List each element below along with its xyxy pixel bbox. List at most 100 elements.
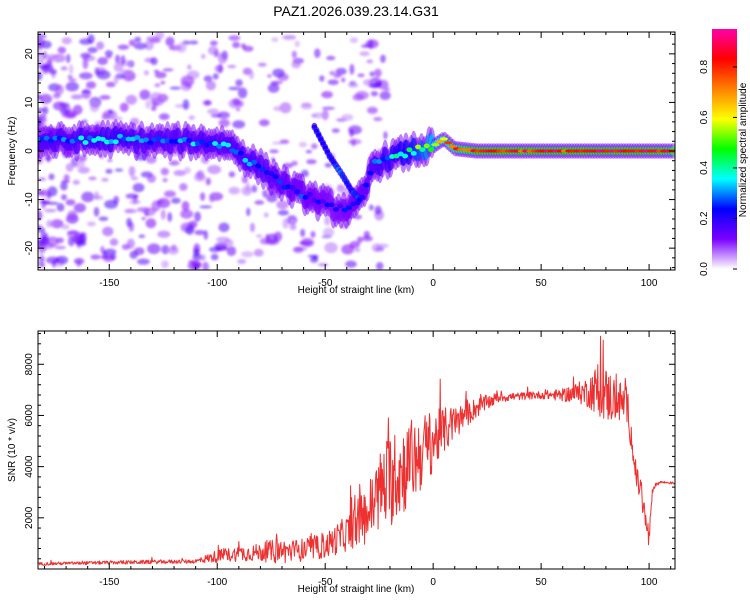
snr-line bbox=[38, 335, 675, 566]
noise-blob bbox=[133, 247, 145, 256]
ridge-core bbox=[307, 191, 314, 197]
ridge-core bbox=[272, 174, 279, 180]
noise-blob bbox=[192, 264, 200, 270]
ridge-core bbox=[415, 144, 422, 150]
noise-blob bbox=[146, 36, 160, 42]
noise-blob bbox=[232, 98, 241, 106]
ridge-core bbox=[155, 136, 162, 141]
noise-blob bbox=[125, 94, 137, 105]
noise-blob bbox=[187, 64, 192, 70]
figure-title: PAZ1.2026.039.23.14.G31 bbox=[273, 3, 439, 19]
noise-blob bbox=[134, 36, 142, 43]
noise-blob bbox=[310, 230, 316, 238]
noise-blob bbox=[71, 160, 86, 168]
ridge-core bbox=[448, 145, 457, 149]
ridge-core bbox=[324, 202, 331, 208]
spectrogram-heatmap bbox=[38, 32, 675, 270]
noise-blob bbox=[212, 73, 219, 80]
snr-y-label: SNR (10 * v/v) bbox=[7, 418, 18, 482]
noise-blob bbox=[94, 191, 99, 200]
noise-blob bbox=[61, 37, 72, 45]
noise-blob bbox=[228, 35, 241, 41]
colorbar: 0.0 0.2 0.4 0.6 0.8 Normalized spectral ampl… bbox=[699, 29, 749, 276]
noise-blob bbox=[39, 200, 51, 204]
noise-blob bbox=[251, 185, 258, 193]
colorbar-tick-label: 0.4 bbox=[699, 161, 710, 175]
noise-blob bbox=[146, 174, 156, 183]
noise-blob bbox=[161, 260, 169, 269]
ridge-core bbox=[43, 135, 50, 141]
ridge-core bbox=[168, 138, 175, 144]
noise-blob bbox=[38, 71, 43, 81]
noise-blob bbox=[291, 60, 301, 69]
noise-blob bbox=[104, 50, 113, 57]
noise-blob bbox=[100, 245, 105, 254]
noise-blob bbox=[349, 63, 355, 75]
noise-blob bbox=[237, 87, 248, 99]
noise-blob bbox=[317, 262, 329, 267]
snr-x-label: Height of straight line (km) bbox=[298, 584, 415, 595]
noise-blob bbox=[345, 260, 357, 268]
noise-blob bbox=[60, 194, 68, 201]
ridge-core bbox=[435, 140, 444, 144]
noise-blob bbox=[101, 177, 109, 182]
x-tick-label: -150 bbox=[99, 278, 119, 289]
noise-blob bbox=[232, 120, 246, 129]
ridge-core bbox=[65, 138, 72, 144]
noise-blob bbox=[103, 248, 117, 256]
noise-blob bbox=[202, 261, 209, 270]
noise-blob bbox=[138, 234, 146, 239]
noise-blob bbox=[199, 205, 212, 209]
noise-blob bbox=[185, 225, 194, 235]
y-tick-label: 0 bbox=[24, 148, 35, 154]
noise-blob bbox=[130, 176, 139, 181]
noise-blob bbox=[327, 79, 339, 86]
noise-blob bbox=[167, 212, 173, 222]
noise-blob bbox=[262, 189, 268, 198]
noise-blob bbox=[205, 177, 211, 186]
ridge-core bbox=[410, 150, 417, 156]
noise-blob bbox=[136, 258, 150, 265]
ridge-core bbox=[190, 141, 197, 147]
ridge-core bbox=[255, 163, 262, 169]
noise-blob bbox=[182, 99, 190, 111]
noise-blob bbox=[38, 189, 52, 197]
noise-blob bbox=[227, 65, 237, 69]
noise-blob bbox=[210, 113, 222, 118]
noise-blob bbox=[50, 219, 64, 229]
noise-blob bbox=[300, 228, 306, 238]
noise-blob bbox=[147, 243, 161, 255]
noise-blob bbox=[55, 255, 69, 265]
noise-blob bbox=[273, 106, 282, 112]
noise-blob bbox=[65, 53, 71, 64]
noise-blob bbox=[94, 67, 100, 76]
noise-blob bbox=[99, 95, 111, 100]
noise-blob bbox=[62, 112, 77, 119]
noise-blob bbox=[253, 248, 264, 257]
noise-blob bbox=[171, 197, 181, 204]
noise-blob bbox=[150, 105, 157, 111]
snr-plot-area bbox=[38, 335, 675, 566]
noise-blob bbox=[52, 101, 66, 111]
x-tick-label: -50 bbox=[318, 278, 333, 289]
noise-blob bbox=[43, 208, 57, 213]
noise-blob bbox=[113, 74, 119, 84]
noise-blob bbox=[158, 113, 170, 121]
ridge-core bbox=[294, 189, 301, 195]
noise-blob bbox=[321, 91, 333, 99]
x-tick-label: -100 bbox=[207, 577, 227, 588]
noise-blob bbox=[237, 258, 247, 265]
noise-blob bbox=[341, 114, 354, 121]
noise-blob bbox=[144, 39, 154, 51]
snr-axes: -150 -100 -50 0 50 100 2000 4000 6000 8000 bbox=[24, 331, 675, 588]
ridge-core bbox=[439, 137, 448, 141]
noise-blob bbox=[306, 159, 317, 165]
noise-blob bbox=[48, 173, 55, 181]
y-tick-label: 6000 bbox=[24, 404, 35, 427]
noise-blob bbox=[72, 104, 83, 115]
noise-blob bbox=[347, 83, 359, 88]
noise-blob bbox=[217, 52, 228, 64]
noise-blob bbox=[126, 238, 135, 249]
